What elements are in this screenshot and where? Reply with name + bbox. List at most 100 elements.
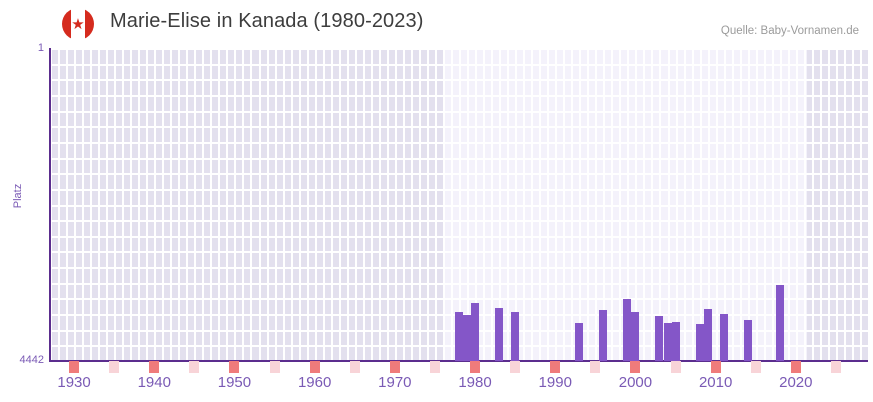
bar[interactable] <box>471 303 480 361</box>
bar[interactable] <box>575 322 584 361</box>
gridline-horizontal <box>50 189 868 191</box>
gridline-vertical <box>250 48 253 361</box>
gridline-vertical <box>354 48 357 361</box>
bar[interactable] <box>743 319 752 361</box>
gridline-vertical <box>306 48 309 361</box>
bar[interactable] <box>671 322 680 361</box>
x-axis-label: 1970 <box>378 374 412 391</box>
gridline-vertical <box>771 48 774 361</box>
gridline-vertical <box>868 48 870 361</box>
gridline-vertical <box>274 48 277 361</box>
bar[interactable] <box>703 309 712 361</box>
gridline-horizontal <box>50 283 868 285</box>
gridline-vertical <box>258 48 261 361</box>
x-tick-minor <box>830 361 841 373</box>
bar[interactable] <box>775 284 784 361</box>
gridline-horizontal <box>50 205 868 207</box>
gridline-vertical <box>378 48 381 361</box>
gridline-vertical <box>795 48 798 361</box>
y-axis-area: Platz <box>0 0 50 402</box>
gridline-vertical <box>418 48 421 361</box>
bar[interactable] <box>695 323 704 361</box>
gridline-vertical <box>74 48 77 361</box>
gridline-vertical <box>106 48 109 361</box>
x-axis-label: 2010 <box>698 374 733 391</box>
gridline-horizontal <box>50 79 868 81</box>
bar[interactable] <box>599 310 608 361</box>
gridline-vertical <box>627 48 630 361</box>
x-axis-label: 1940 <box>137 374 171 391</box>
gridline-vertical <box>619 48 622 361</box>
gridline-vertical <box>50 48 52 361</box>
chart-title: Marie-Elise in Kanada (1980-2023) <box>110 10 424 32</box>
gridline-vertical <box>587 48 590 361</box>
bar[interactable] <box>623 298 632 361</box>
gridline-horizontal <box>50 142 868 144</box>
bar[interactable] <box>655 316 664 361</box>
gridline-vertical <box>402 48 405 361</box>
x-tick-major <box>550 361 561 373</box>
gridline-vertical <box>635 48 638 361</box>
gridline-vertical <box>819 48 822 361</box>
gridline-vertical <box>170 48 173 361</box>
gridline-vertical <box>811 48 814 361</box>
plot-area <box>50 48 870 363</box>
gridline-horizontal <box>50 267 868 269</box>
gridline-vertical <box>563 48 566 361</box>
gridline-vertical <box>162 48 165 361</box>
gridline-vertical <box>202 48 205 361</box>
x-tick-major <box>309 361 320 373</box>
bar[interactable] <box>511 312 520 361</box>
gridline-vertical <box>90 48 93 361</box>
gridline-vertical <box>675 48 678 361</box>
gridline-vertical <box>226 48 229 361</box>
bar[interactable] <box>463 315 472 361</box>
source-attribution: Quelle: Baby-Vornamen.de <box>720 25 859 37</box>
x-tick-major <box>790 361 801 373</box>
flag-band-right <box>85 8 94 40</box>
gridline-vertical <box>242 48 245 361</box>
gridline-horizontal <box>50 298 868 300</box>
gridline-vertical <box>859 48 862 361</box>
gridline-vertical <box>787 48 790 361</box>
gridline-vertical <box>483 48 486 361</box>
gridline-vertical <box>98 48 101 361</box>
gridline-vertical <box>523 48 526 361</box>
flag-band-left <box>62 8 71 40</box>
x-tick-minor <box>510 361 521 373</box>
x-tick-major <box>149 361 160 373</box>
gridline-vertical <box>843 48 846 361</box>
y-axis-min-label: 4442 <box>19 354 44 366</box>
gridline-vertical <box>603 48 606 361</box>
y-axis-line <box>49 48 51 362</box>
gridline-vertical <box>178 48 181 361</box>
gridline-vertical <box>114 48 117 361</box>
gridline-vertical <box>386 48 389 361</box>
bar[interactable] <box>663 322 672 361</box>
gridline-vertical <box>58 48 61 361</box>
gridline-vertical <box>747 48 750 361</box>
gridline-vertical <box>515 48 518 361</box>
gridline-vertical <box>683 48 686 361</box>
gridline-vertical <box>194 48 197 361</box>
gridline-vertical <box>595 48 598 361</box>
gridline-vertical <box>699 48 702 361</box>
gridline-vertical <box>130 48 133 361</box>
gridline-horizontal <box>50 158 868 160</box>
gridline-vertical <box>755 48 758 361</box>
bar[interactable] <box>719 314 728 361</box>
gridline-vertical <box>322 48 325 361</box>
bar[interactable] <box>455 312 463 361</box>
gridline-vertical <box>531 48 534 361</box>
gridline-vertical <box>338 48 341 361</box>
x-tick-minor <box>349 361 360 373</box>
gridline-vertical <box>691 48 694 361</box>
gridline-vertical <box>499 48 502 361</box>
x-axis-label: 1930 <box>57 374 91 391</box>
gridline-vertical <box>803 48 806 361</box>
bar[interactable] <box>631 312 640 361</box>
gridline-vertical <box>146 48 149 361</box>
gridline-vertical <box>434 48 437 361</box>
bar[interactable] <box>495 307 504 361</box>
x-tick-minor <box>750 361 761 373</box>
